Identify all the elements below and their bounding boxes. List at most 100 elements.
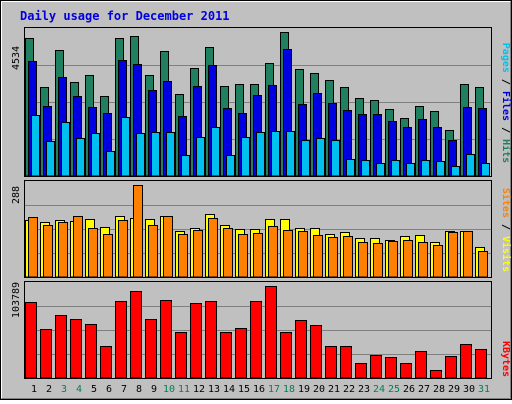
bar-sites-day-31 <box>478 251 488 278</box>
legend-kbytes: KBytes <box>500 341 511 377</box>
bar-sites-day-2 <box>43 225 53 278</box>
x-tick-label-day-10: 10 <box>163 384 175 395</box>
bar-kbytes-day-14 <box>220 332 232 379</box>
x-tick-label-day-26: 26 <box>403 384 415 395</box>
x-tick-label-day-8: 8 <box>136 384 142 395</box>
x-tick-label-day-22: 22 <box>343 384 355 395</box>
bar-pages-day-19 <box>301 140 310 177</box>
x-tick-label-day-2: 2 <box>46 384 52 395</box>
legend-visits: Visits <box>500 236 512 272</box>
bar-kbytes-day-7 <box>115 301 127 379</box>
bar-pages-day-2 <box>46 141 55 177</box>
bar-pages-day-14 <box>226 155 235 177</box>
bar-sites-day-16 <box>253 233 263 278</box>
bar-kbytes-day-30 <box>460 344 472 379</box>
x-tick-label-day-1: 1 <box>31 384 37 395</box>
bar-pages-day-4 <box>76 138 85 177</box>
legend-pages-files-hits: Pages / Files / Hits <box>500 43 512 163</box>
x-tick-label-day-16: 16 <box>253 384 265 395</box>
x-tick-label-day-15: 15 <box>238 384 250 395</box>
bar-pages-day-22 <box>346 159 355 177</box>
bar-pages-day-11 <box>181 155 190 177</box>
bar-kbytes-day-4 <box>70 319 82 379</box>
bar-pages-day-18 <box>286 131 295 177</box>
bar-kbytes-day-1 <box>25 302 37 379</box>
bar-sites-day-27 <box>418 242 428 278</box>
bar-sites-day-22 <box>343 236 353 278</box>
bar-sites-day-14 <box>223 228 233 278</box>
bar-kbytes-day-16 <box>250 301 262 379</box>
bar-sites-day-13 <box>208 218 218 278</box>
bar-sites-day-21 <box>328 237 338 278</box>
kbytes-axis-max-label: 103789 <box>11 282 22 318</box>
bar-sites-day-12 <box>193 230 203 278</box>
bar-kbytes-day-22 <box>340 346 352 379</box>
visits-axis-max-label: 288 <box>11 186 22 204</box>
bar-kbytes-day-20 <box>310 325 322 379</box>
bar-kbytes-day-10 <box>160 300 172 379</box>
bar-kbytes-day-23 <box>355 363 367 379</box>
x-tick-label-day-14: 14 <box>223 384 235 395</box>
bar-pages-day-15 <box>241 137 250 177</box>
bar-sites-day-24 <box>373 243 383 278</box>
bar-pages-day-13 <box>211 127 220 177</box>
bar-pages-day-30 <box>466 154 475 177</box>
bar-sites-day-3 <box>58 222 68 278</box>
bar-sites-day-5 <box>88 228 98 278</box>
bar-kbytes-day-27 <box>415 351 427 379</box>
bar-pages-day-21 <box>331 140 340 177</box>
bar-pages-day-3 <box>61 122 70 177</box>
x-tick-label-day-5: 5 <box>91 384 97 395</box>
x-tick-label-day-18: 18 <box>283 384 295 395</box>
bar-pages-day-9 <box>151 132 160 177</box>
bar-pages-day-31 <box>481 163 490 177</box>
x-tick-label-day-17: 17 <box>268 384 280 395</box>
bar-sites-day-25 <box>388 241 398 278</box>
bar-kbytes-day-15 <box>235 328 247 379</box>
x-tick-label-day-24: 24 <box>373 384 385 395</box>
x-tick-label-day-23: 23 <box>358 384 370 395</box>
bar-pages-day-6 <box>106 151 115 177</box>
x-axis-day-labels: 1 2 3 4 5 6 7 8 9 10 11 12 13 14 15 16 17 18 19 20 21 22 23 24 2… <box>31 384 490 395</box>
bar-sites-day-10 <box>163 216 173 278</box>
chart-title: Daily usage for December 2011 <box>20 9 230 23</box>
bar-pages-day-12 <box>196 137 205 177</box>
bar-kbytes-day-17 <box>265 286 277 379</box>
bar-kbytes-day-2 <box>40 329 52 379</box>
bar-pages-day-24 <box>376 163 385 177</box>
x-tick-label-day-4: 4 <box>76 384 82 395</box>
bar-sites-day-7 <box>118 220 128 278</box>
bar-pages-day-10 <box>166 132 175 177</box>
bar-kbytes-day-25 <box>385 357 397 379</box>
bar-sites-day-20 <box>313 235 323 278</box>
x-tick-label-day-12: 12 <box>193 384 205 395</box>
bar-kbytes-day-31 <box>475 349 487 379</box>
bar-pages-day-25 <box>391 160 400 177</box>
x-tick-label-day-31: 31 <box>478 384 490 395</box>
bar-sites-day-1 <box>28 217 38 278</box>
bar-sites-day-6 <box>103 234 113 278</box>
bar-kbytes-day-12 <box>190 303 202 379</box>
bar-sites-day-15 <box>238 234 248 278</box>
legend-files: Files <box>500 91 512 121</box>
bar-kbytes-day-24 <box>370 355 382 379</box>
bar-pages-day-8 <box>136 133 145 177</box>
x-tick-label-day-20: 20 <box>313 384 325 395</box>
bar-kbytes-day-21 <box>325 346 337 379</box>
bar-kbytes-day-28 <box>430 370 442 379</box>
x-tick-label-day-25: 25 <box>388 384 400 395</box>
bar-pages-day-23 <box>361 160 370 177</box>
x-tick-label-day-9: 9 <box>151 384 157 395</box>
x-tick-label-day-21: 21 <box>328 384 340 395</box>
bar-kbytes-day-18 <box>280 332 292 379</box>
x-tick-label-day-19: 19 <box>298 384 310 395</box>
x-tick-label-day-29: 29 <box>448 384 460 395</box>
bar-sites-day-4 <box>73 216 83 278</box>
bar-kbytes-day-5 <box>85 324 97 379</box>
bar-sites-day-9 <box>148 225 158 278</box>
bar-pages-day-16 <box>256 132 265 177</box>
bar-pages-day-29 <box>451 166 460 177</box>
x-tick-label-day-11: 11 <box>178 384 190 395</box>
hits-axis-max-label: 4534 <box>11 46 22 70</box>
